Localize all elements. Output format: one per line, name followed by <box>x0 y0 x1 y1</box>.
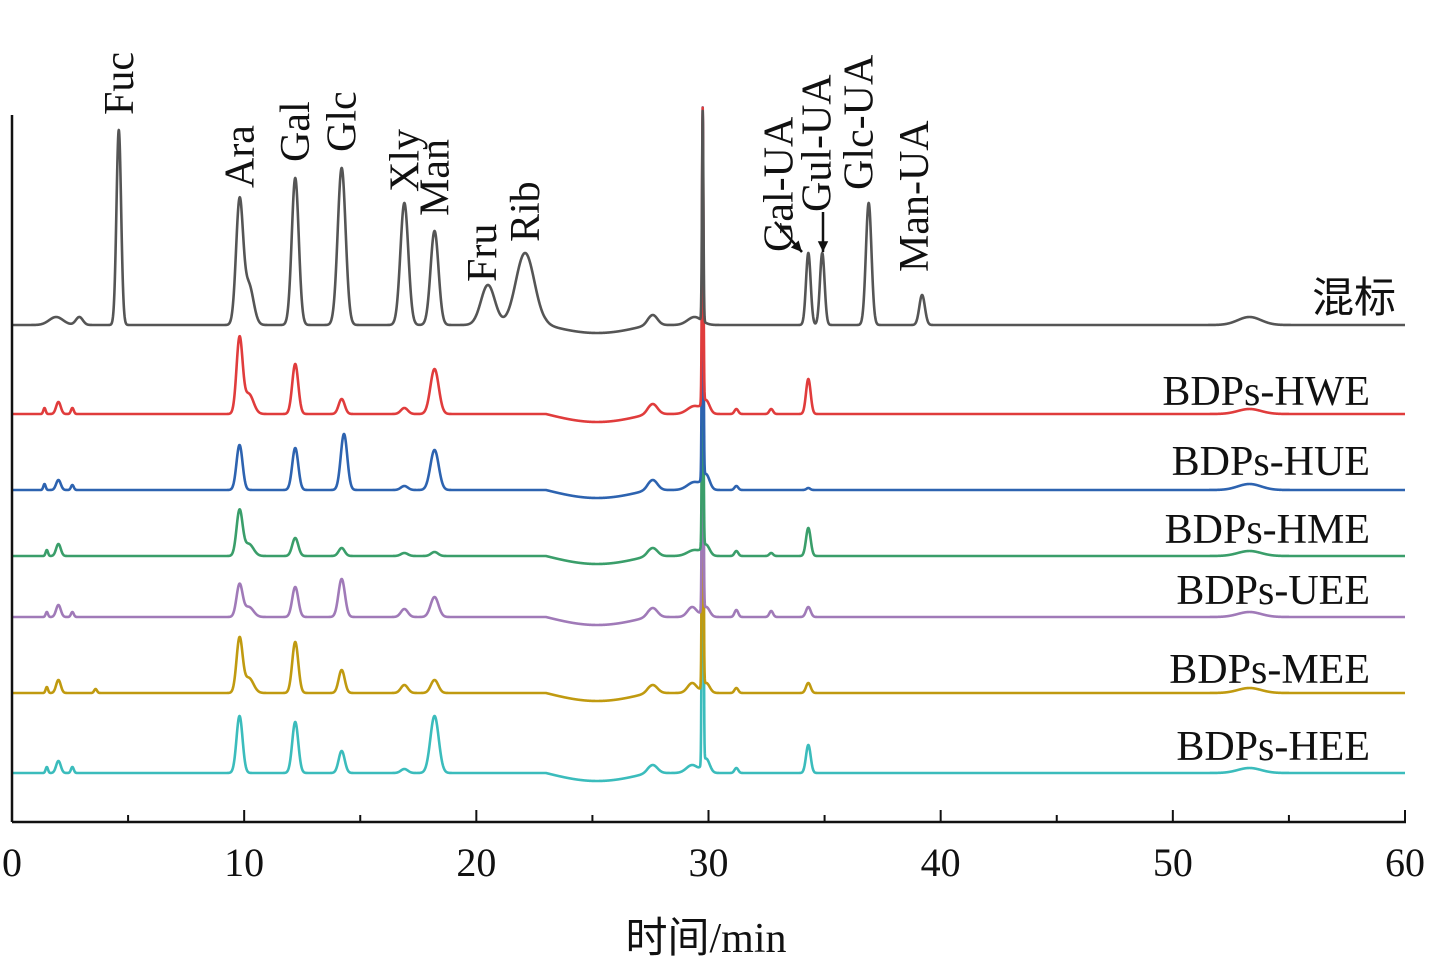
x-tick-label: 10 <box>224 840 264 885</box>
series-label: BDPs-HUE <box>1172 439 1370 485</box>
peak-label-fuc: Fuc <box>97 52 143 115</box>
series-line-BDPs-MEE <box>10 264 1407 703</box>
series-line-BDPs-HWE <box>10 106 1407 424</box>
peak-label-gal-ua: Gal-UA <box>756 116 802 252</box>
peak-label-man-ua: Man-UA <box>892 120 938 272</box>
series-line-混标 <box>10 109 1407 335</box>
peak-label-rib: Rib <box>503 181 549 242</box>
series-label: BDPs-MEE <box>1169 647 1370 693</box>
x-tick-label: 50 <box>1153 840 1193 885</box>
x-tick-label: 40 <box>921 840 961 885</box>
peak-label-man: Man <box>413 139 459 216</box>
x-tick-label: 0 <box>2 840 22 885</box>
x-tick-label: 30 <box>689 840 729 885</box>
series-line-BDPs-UEE <box>10 278 1407 627</box>
arrowhead-icon <box>817 241 829 252</box>
peak-label-glc: Glc <box>320 91 366 152</box>
peak-label-ara: Ara <box>218 125 264 188</box>
peak-label-gal: Gal <box>273 101 319 162</box>
peak-label-fru: Fru <box>460 224 506 282</box>
series-label: BDPs-HWE <box>1162 369 1370 415</box>
traces <box>10 106 1407 783</box>
series-label: BDPs-HEE <box>1176 724 1370 770</box>
series-line-BDPs-HME <box>10 275 1407 566</box>
series-label: BDPs-HME <box>1165 507 1370 553</box>
series-label: 混标 <box>1312 276 1396 322</box>
x-tick-label: 60 <box>1385 840 1425 885</box>
series-labels: 混标 BDPs-HWE BDPs-HUE BDPs-HME BDPs-UEE BDPs-M… <box>1162 276 1396 770</box>
series-line-BDPs-HEE <box>10 201 1407 783</box>
peak-label-xly: Xly <box>382 129 428 192</box>
x-ticks: 0 10 20 30 40 50 60 <box>2 810 1425 885</box>
peak-label-gul-ua: Gul-UA <box>794 74 840 212</box>
peak-label-glc-ua: Glc-UA <box>837 54 883 190</box>
x-axis-title: 时间/min <box>625 916 786 960</box>
arrowhead-icon <box>790 240 802 252</box>
series-line-BDPs-HUE <box>10 106 1407 500</box>
x-tick-label: 20 <box>456 840 496 885</box>
series-label: BDPs-UEE <box>1176 568 1370 614</box>
